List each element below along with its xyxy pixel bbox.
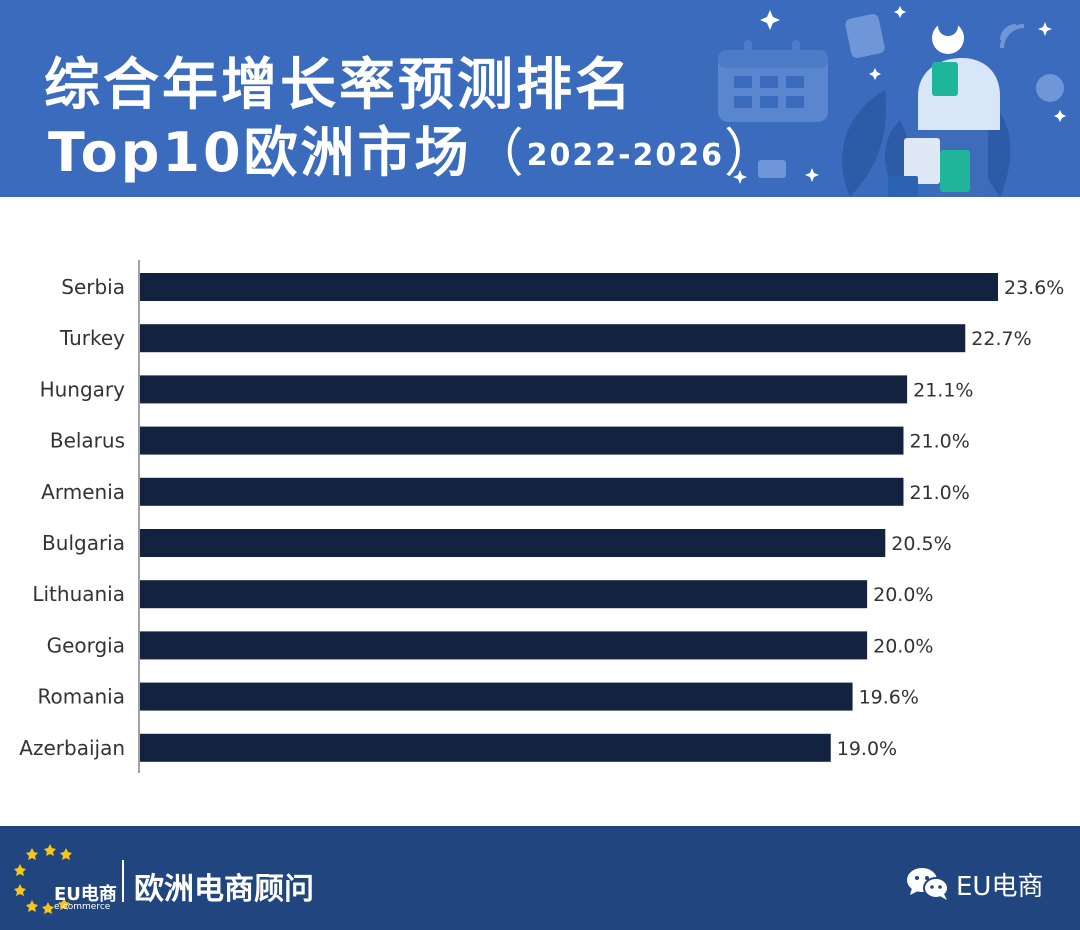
- bar-hungary: [140, 375, 908, 404]
- category-label: Serbia: [61, 275, 125, 299]
- value-label: 20.5%: [891, 533, 951, 555]
- calendar-icon: [718, 40, 828, 122]
- category-label: Belarus: [50, 429, 125, 453]
- chart-area: Serbia 23.6% Turkey 22.7% Hungary 21.1% Belaru…: [0, 230, 1080, 790]
- bar-armenia: [140, 477, 904, 506]
- bar-serbia: [140, 273, 998, 301]
- category-label: Armenia: [41, 480, 125, 504]
- value-label: 21.0%: [909, 482, 969, 504]
- eu-stars-icon: [14, 844, 72, 914]
- bar-chart: Serbia 23.6% Turkey 22.7% Hungary 21.1% Belaru…: [19, 260, 1064, 773]
- eu-ecommerce-logo: EU电商 e-commerce: [14, 842, 117, 918]
- footer-banner: EU电商 e-commerce 欧洲电商顾问 EU电商: [0, 826, 1080, 930]
- value-label: 20.0%: [873, 635, 933, 657]
- logo-sub-text: e-commerce: [54, 902, 111, 912]
- category-label: Bulgaria: [42, 531, 125, 555]
- header-banner: 综合年增长率预测排名 Top10欧洲市场（2022-2026）: [0, 0, 1080, 197]
- category-label: Hungary: [40, 377, 126, 401]
- source-strip: [0, 818, 1080, 826]
- bar-georgia: [140, 631, 868, 660]
- value-label: 21.1%: [913, 379, 973, 401]
- signal-icon: [1000, 24, 1025, 49]
- value-label: 21.0%: [909, 431, 969, 453]
- category-label: Turkey: [59, 326, 125, 350]
- bar-azerbaijan: [140, 733, 831, 762]
- title-years: 2022-2026: [526, 138, 725, 173]
- wechat-icon: [907, 868, 949, 900]
- footer-account-name: EU电商: [956, 872, 1044, 902]
- bar-turkey: [140, 324, 966, 353]
- shopper-figure: [888, 16, 1000, 197]
- value-label: 19.0%: [837, 738, 897, 760]
- title-paren-open: （: [471, 124, 527, 184]
- value-label: 23.6%: [1004, 277, 1064, 299]
- category-label: Romania: [38, 685, 125, 709]
- bar-lithuania: [140, 580, 868, 609]
- bar-bulgaria: [140, 529, 886, 557]
- category-label: Azerbaijan: [19, 736, 125, 760]
- logo-main-text: EU电商: [54, 884, 117, 905]
- title-main: Top10欧洲市场: [48, 121, 472, 184]
- shopping-illustration: [718, 6, 1066, 197]
- value-label: 19.6%: [859, 687, 919, 709]
- card-icon: [758, 160, 786, 178]
- price-tag-icon: [845, 14, 885, 58]
- bar-romania: [140, 682, 853, 711]
- sparkle-icons: [733, 6, 1066, 184]
- title-line-2: Top10欧洲市场（2022-2026）: [48, 108, 779, 187]
- category-label: Lithuania: [32, 582, 125, 606]
- value-label: 22.7%: [971, 328, 1031, 350]
- footer-brand-name: 欧洲电商顾问: [134, 872, 314, 907]
- title-line-1: 综合年增长率预测排名: [44, 53, 634, 118]
- value-label: 20.0%: [873, 584, 933, 606]
- category-label: Georgia: [47, 633, 125, 657]
- percent-badge-icon: [1036, 74, 1064, 102]
- footer-divider: [122, 860, 124, 902]
- bar-belarus: [140, 426, 904, 455]
